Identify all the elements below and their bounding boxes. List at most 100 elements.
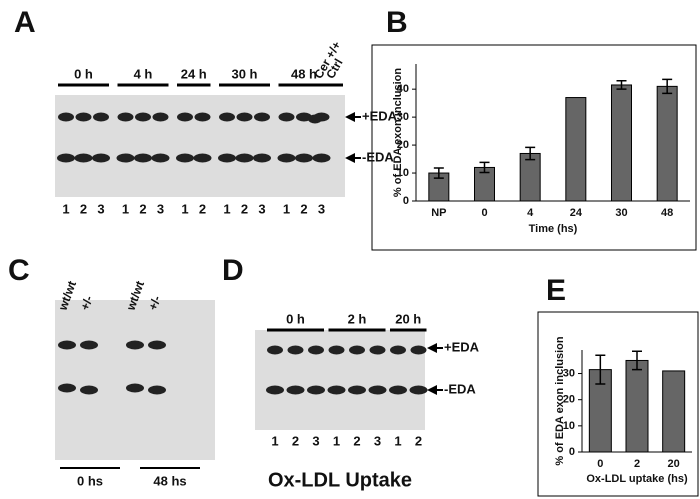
gel-band (410, 345, 427, 355)
gel-band (267, 345, 283, 355)
gel-band (253, 153, 271, 163)
gel-band (348, 385, 366, 395)
gel (55, 95, 345, 197)
gel-band (295, 153, 313, 163)
gel-band (390, 345, 406, 355)
chart-frame (371, 44, 697, 251)
gel-band (152, 112, 169, 122)
error-bar (479, 161, 490, 174)
lane-number: 2 (199, 201, 206, 216)
group-label: 30 h (231, 66, 257, 81)
group-label: 2 h (348, 311, 367, 326)
lane-number: 2 (292, 433, 299, 448)
y-tick-label: 20 (563, 394, 575, 406)
panel-label: C (8, 254, 30, 287)
gel-band (287, 345, 304, 355)
group-label: 24 h (181, 66, 207, 81)
caption: Ox-LDL Uptake (268, 469, 412, 491)
gel-band (278, 112, 295, 122)
lane-number: 2 (241, 201, 248, 216)
x-tick-label: 48 (661, 207, 673, 219)
group-label: 0 h (286, 311, 305, 326)
panel-label: D (222, 254, 244, 287)
x-axis-label: Time (hs) (529, 223, 578, 235)
lane-number: 3 (318, 201, 325, 216)
gel (255, 330, 425, 430)
x-tick-label: 0 (481, 207, 487, 219)
gel-band (236, 112, 253, 122)
lane-number: 2 (353, 433, 360, 448)
lane-number: 3 (97, 201, 104, 216)
gel-band (74, 153, 93, 163)
group-label: 20 h (395, 311, 421, 326)
lane-number: 2 (300, 201, 307, 216)
gel-band (92, 153, 110, 163)
x-tick-label: 30 (615, 207, 627, 219)
lane-label: +/- (146, 294, 164, 312)
error-bar (595, 354, 606, 385)
panel-label: E (546, 274, 566, 307)
bar (611, 84, 632, 202)
y-axis-label: % of EDA exon inclusion (554, 336, 566, 465)
gel-band (349, 345, 365, 355)
lane-number: 1 (283, 201, 290, 216)
lane-number: 1 (223, 201, 230, 216)
gel-band (368, 385, 387, 395)
gel-band (328, 345, 345, 355)
band-label: +EDA (444, 339, 480, 354)
gel-band (312, 153, 331, 163)
y-tick-label: 10 (397, 167, 409, 179)
x-tick-label: 20 (668, 458, 680, 470)
chart-frame (537, 311, 699, 497)
gel-band (308, 114, 322, 124)
gel-band (193, 153, 212, 163)
lane-number: 3 (258, 201, 265, 216)
gel-band (151, 153, 170, 163)
lane-number: 2 (80, 201, 87, 216)
lane-number: 2 (415, 433, 422, 448)
x-tick-label: 0 (597, 458, 603, 470)
gel-band (218, 153, 236, 163)
gel-band (307, 385, 325, 395)
gel (55, 300, 215, 460)
gel-band (296, 112, 312, 122)
arrow (345, 112, 355, 122)
x-tick-label: 4 (527, 207, 534, 219)
bar (662, 370, 686, 453)
gel-band (93, 112, 109, 122)
y-tick-label: 20 (397, 139, 409, 151)
gel-band (117, 112, 134, 122)
arrow (345, 153, 355, 163)
band-label: +EDA (362, 108, 398, 123)
gel-band (176, 153, 194, 163)
gel-band (308, 345, 324, 355)
error-bar (616, 80, 627, 90)
gel-band (134, 153, 152, 163)
error-bar (662, 78, 673, 95)
gel-band (135, 112, 151, 122)
y-tick-label: 0 (569, 446, 575, 458)
x-tick-label: 24 (570, 207, 583, 219)
group-label: 4 h (134, 66, 153, 81)
lane-number: 2 (139, 201, 146, 216)
y-tick-label: 30 (563, 367, 575, 379)
group-label: 48 h (291, 66, 317, 81)
band-label: -EDA (444, 381, 476, 396)
gel-band (126, 383, 144, 393)
gel-band (327, 385, 346, 395)
arrow (427, 343, 437, 353)
gel-band (389, 385, 407, 395)
bar (519, 152, 541, 202)
gel-band (286, 385, 305, 395)
lane-number: 1 (181, 201, 188, 216)
x-tick-label: NP (431, 207, 446, 219)
gel-band (148, 340, 166, 350)
gel-band (177, 112, 193, 122)
x-axis-label: Ox-LDL uptake (hs) (586, 473, 688, 485)
error-bar (433, 167, 444, 179)
lane-number: 3 (374, 433, 381, 448)
gel-band (409, 385, 428, 395)
arrow (427, 385, 437, 395)
gel-band (58, 112, 74, 122)
